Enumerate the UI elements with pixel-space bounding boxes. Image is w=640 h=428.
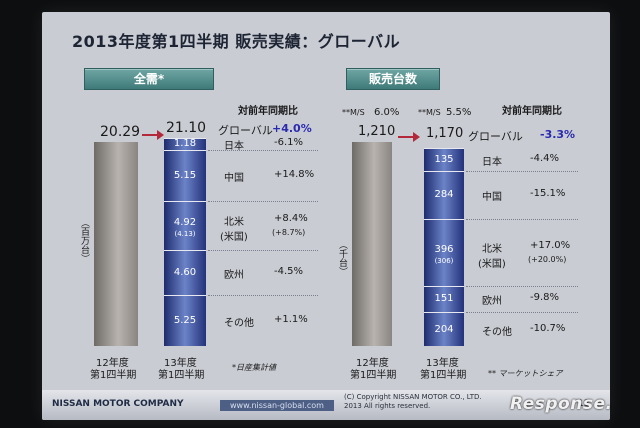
left-row-yoy: +8.4% — [274, 212, 308, 224]
company-name: NISSAN MOTOR COMPANY — [52, 399, 184, 409]
right-ms-curr: 5.5% — [446, 107, 472, 118]
left-row-divider — [208, 295, 318, 296]
right-x1a: 12年度 — [356, 358, 389, 369]
right-x1b: 第1四半期 — [350, 370, 397, 381]
left-header: 全需* — [84, 68, 214, 90]
right-segment-3: 151 — [424, 286, 464, 312]
right-yoy-header: 対前年同期比 — [502, 106, 562, 117]
left-segment-1: 5.15 — [164, 150, 206, 201]
left-row-label: 日本 — [224, 141, 244, 152]
left-row-divider — [208, 250, 318, 251]
left-global-label: グローバル — [218, 124, 273, 137]
right-row-divider — [466, 312, 578, 313]
right-row-yoy-sub: (+20.0%) — [528, 254, 567, 264]
left-segment-2: 4.92 (4.13) — [164, 201, 206, 250]
right-row-yoy: -15.1% — [530, 188, 566, 199]
left-segment-value: 5.25 — [173, 315, 197, 326]
right-global-yoy: -3.3% — [540, 128, 576, 141]
right-row-label: 北米 — [482, 243, 502, 255]
right-row-label: その他 — [482, 326, 512, 338]
right-segment-0: 135 — [424, 148, 464, 171]
right-ms-prev-label: **M/S — [342, 108, 365, 117]
left-x1a: 12年度 — [96, 358, 129, 369]
right-curr-total: 1,170 — [426, 126, 464, 141]
left-global-yoy: +4.0% — [272, 122, 312, 135]
right-x2b: 第1四半期 — [420, 370, 467, 381]
right-note: ** マーケットシェア — [488, 369, 563, 378]
left-row-label: 欧州 — [224, 269, 244, 281]
left-curr-total: 21.10 — [166, 120, 207, 136]
right-ms-prev: 6.0% — [374, 107, 400, 118]
left-x2a: 13年度 — [164, 358, 197, 369]
right-row-label: 中国 — [482, 192, 502, 203]
left-x2b: 第1四半期 — [158, 370, 205, 381]
left-segment-value: 5.15 — [173, 169, 197, 181]
copyright-line-1: (C) Copyright NISSAN MOTOR CO., LTD. — [344, 393, 482, 401]
left-arrow — [142, 130, 164, 140]
page-number: 13 — [578, 399, 590, 409]
right-unit-label: （千台） — [337, 240, 347, 276]
slide: 2013年度第1四半期 販売実績：グローバル 全需* 対前年同期比 （百万台） … — [42, 12, 610, 420]
watermark-logo: Response. — [510, 394, 613, 414]
left-segment-value: 4.60 — [173, 266, 197, 278]
right-row-yoy: -9.8% — [530, 292, 560, 303]
right-row-divider — [466, 219, 578, 220]
left-row-label: 北米 — [224, 216, 244, 228]
left-row-yoy-sub: (+8.7%) — [272, 227, 306, 237]
left-segment-4: 5.25 — [164, 295, 206, 347]
right-x2a: 13年度 — [426, 358, 459, 369]
right-segment-1: 284 — [424, 171, 464, 219]
right-row-yoy: -10.7% — [530, 322, 566, 334]
left-note: *日産集計値 — [232, 363, 276, 372]
right-segment-value: 204 — [434, 323, 454, 335]
left-row-divider — [208, 201, 318, 202]
right-row-divider — [466, 286, 578, 287]
left-segment-value: 1.18 — [173, 138, 197, 149]
right-segment-value: 151 — [434, 293, 454, 304]
slide-title: 2013年度第1四半期 販売実績：グローバル — [72, 32, 401, 51]
left-row-label-sub: (米国) — [220, 231, 248, 243]
left-row-label: その他 — [224, 318, 254, 329]
right-segment-value: 396 — [434, 243, 454, 255]
right-prev-bar — [352, 142, 392, 346]
right-row-yoy: +17.0% — [530, 239, 571, 251]
right-segment-value: 284 — [434, 189, 454, 200]
left-yoy-header: 対前年同期比 — [238, 106, 298, 117]
right-curr-bar: 135 284 396 (306) 151 204 — [424, 148, 464, 346]
left-segment-subvalue: (4.13) — [174, 229, 196, 238]
right-arrow — [398, 132, 420, 142]
left-row-yoy: -4.5% — [274, 265, 304, 277]
left-row-yoy: +1.1% — [274, 314, 308, 325]
left-x1b: 第1四半期 — [90, 370, 137, 381]
right-row-label: 日本 — [482, 156, 502, 168]
right-segment-2: 396 (306) — [424, 219, 464, 286]
left-segment-0: 1.18 — [164, 138, 206, 150]
right-row-label: 欧州 — [482, 296, 502, 307]
left-unit-label: （百万台） — [79, 218, 89, 263]
left-curr-bar: 1.18 5.15 4.92 (4.13) 4.60 5.25 — [164, 138, 206, 346]
left-row-yoy: -6.1% — [274, 137, 304, 148]
copyright-line-2: 2013 All rights reserved. — [344, 402, 431, 410]
right-global-label: グローバル — [468, 130, 523, 143]
slide-footer: NISSAN MOTOR COMPANY www.nissan-global.c… — [42, 390, 610, 420]
left-prev-total: 20.29 — [100, 124, 141, 140]
footer-url: www.nissan-global.com — [220, 400, 334, 411]
right-segment-subvalue: (306) — [434, 256, 454, 265]
right-row-label-sub: (米国) — [478, 258, 506, 270]
right-row-yoy: -4.4% — [530, 152, 560, 164]
right-segment-4: 204 — [424, 312, 464, 347]
right-row-divider — [466, 171, 578, 172]
right-segment-value: 135 — [434, 153, 454, 165]
right-header: 販売台数 — [346, 68, 440, 90]
left-row-label: 中国 — [224, 172, 244, 184]
right-prev-total: 1,210 — [358, 124, 396, 139]
left-row-divider — [208, 150, 318, 151]
copyright: (C) Copyright NISSAN MOTOR CO., LTD. 201… — [344, 393, 482, 411]
left-prev-bar — [94, 142, 138, 346]
left-segment-3: 4.60 — [164, 250, 206, 295]
left-segment-value: 4.92 — [173, 216, 197, 228]
right-ms-curr-label: **M/S — [418, 108, 441, 117]
left-row-yoy: +14.8% — [274, 168, 315, 180]
